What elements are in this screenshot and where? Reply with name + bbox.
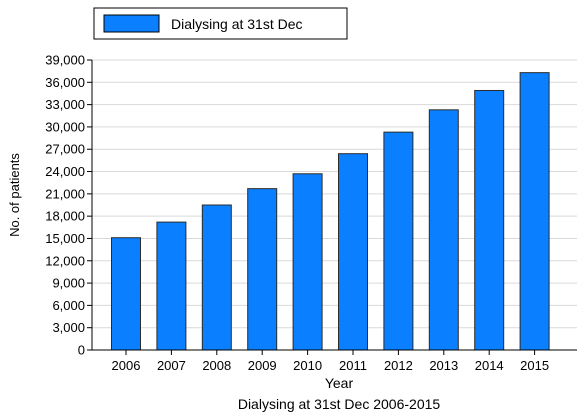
legend-label: Dialysing at 31st Dec [171,16,303,32]
y-axis-ticks: 0 3,000 6,000 9,000 12,000 15,000 18,000 21,000… [45,53,92,358]
bars [111,72,550,351]
y-tick-label: 12,000 [45,253,85,268]
x-tick-label: 2006 [112,358,141,373]
bar-2009 [247,188,278,351]
y-tick-label: 36,000 [45,75,85,90]
bar-2010 [292,173,323,351]
y-tick-label: 30,000 [45,119,85,134]
x-tick-label: 2013 [429,358,458,373]
x-tick-label: 2015 [520,358,549,373]
y-tick-label: 15,000 [45,231,85,246]
bar-2007 [156,221,187,351]
legend: Dialysing at 31st Dec [93,7,348,40]
bar-2006 [111,237,141,351]
chart-caption: Dialysing at 31st Dec 2006-2015 [238,396,441,412]
x-tick-label: 2012 [384,358,413,373]
y-tick-label: 9,000 [52,276,85,291]
bar-2012 [383,131,414,351]
y-tick-label: 21,000 [45,186,85,201]
x-tick-label: 2008 [202,358,231,373]
y-tick-label: 24,000 [45,164,85,179]
legend-swatch [103,14,160,33]
bar-2014 [474,89,505,351]
bar-2011 [338,153,368,351]
x-tick-label: 2010 [293,358,322,373]
x-tick-label: 2009 [248,358,277,373]
y-axis-title: No. of patients [7,153,22,237]
y-tick-label: 3,000 [52,320,85,335]
x-tick-label: 2014 [475,358,504,373]
x-tick-label: 2007 [157,358,186,373]
y-tick-label: 39,000 [45,53,85,68]
y-tick-label: 18,000 [45,209,85,224]
bar-2013 [428,109,459,351]
y-tick-label: 6,000 [52,298,85,313]
bar-2015 [519,72,550,351]
y-tick-label: 27,000 [45,142,85,157]
y-tick-label: 0 [78,343,85,358]
x-axis-ticks: 2006 2007 2008 2009 2010 2011 2012 2013 2014 2015 [112,350,549,373]
bar-2008 [201,204,232,351]
x-tick-label: 2011 [339,358,367,373]
x-axis-title: Year [325,375,354,391]
y-tick-label: 33,000 [45,97,85,112]
